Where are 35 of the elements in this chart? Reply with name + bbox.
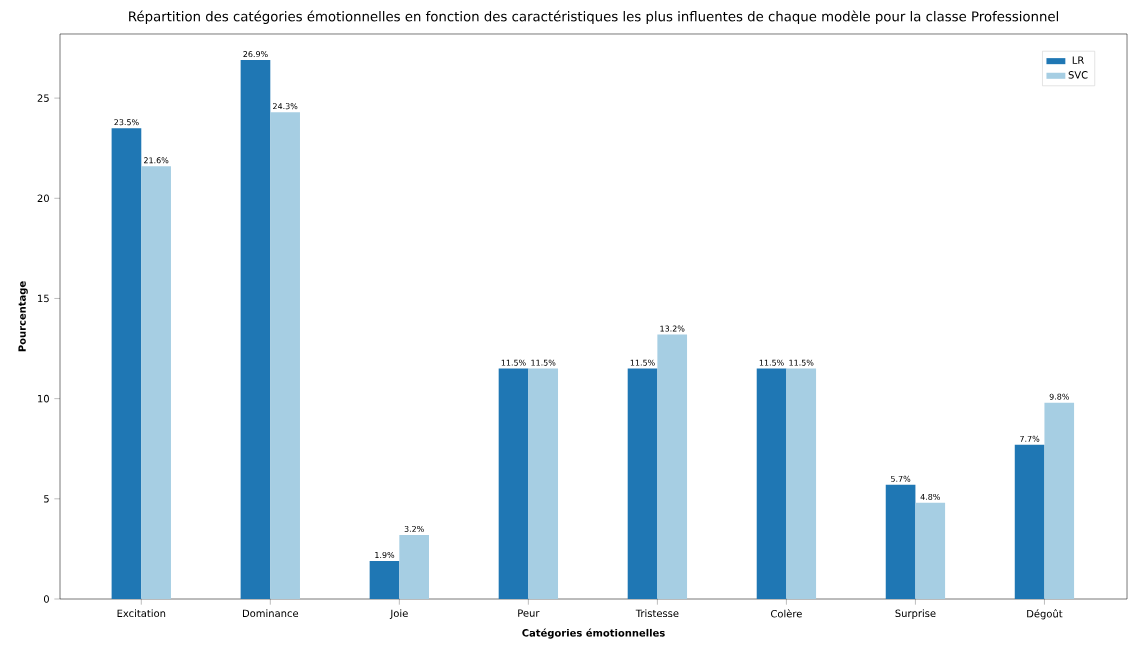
x-tick-label: Peur — [518, 609, 540, 617]
y-tick-label: 5 — [44, 495, 49, 503]
bar — [1044, 402, 1075, 599]
bar — [627, 368, 658, 599]
x-tick-label: Surprise — [895, 609, 936, 619]
bar — [786, 368, 817, 599]
x-axis-title: Catégories émotionnelles — [522, 628, 665, 639]
x-tick-label: Excitation — [117, 609, 166, 618]
bar — [1014, 444, 1045, 599]
bar — [498, 368, 529, 599]
x-tick-label: Dégoût — [1027, 609, 1063, 620]
bar — [270, 112, 300, 599]
bar — [885, 484, 916, 599]
y-tick-label: 20 — [37, 194, 49, 203]
legend-label: LR — [1072, 56, 1084, 64]
legend-label: SVC — [1068, 71, 1088, 79]
bar — [399, 534, 430, 599]
bar — [369, 560, 400, 599]
x-tick-label: Tristesse — [635, 609, 679, 618]
bar — [915, 502, 946, 599]
bar — [111, 128, 142, 599]
x-tick-label: Colère — [770, 609, 802, 618]
x-tick-label: Joie — [389, 609, 408, 619]
chart-title: Répartition des catégories émotionnelles en fonction des caractéristiques les plus influentes de chaque modèle pour la classe Professionnel — [129, 10, 1059, 24]
y-tick-label: 0 — [43, 595, 49, 603]
x-tick-label: Dominance — [243, 609, 299, 618]
y-tick-label: 25 — [37, 94, 49, 102]
bar — [756, 368, 787, 599]
bar — [657, 334, 688, 599]
y-tick-label: 10 — [38, 394, 49, 403]
y-tick-label: 15 — [38, 294, 49, 303]
bar — [528, 368, 559, 599]
y-axis-title: Pourcentage — [18, 281, 28, 352]
bar — [240, 60, 271, 599]
bar — [141, 166, 171, 599]
